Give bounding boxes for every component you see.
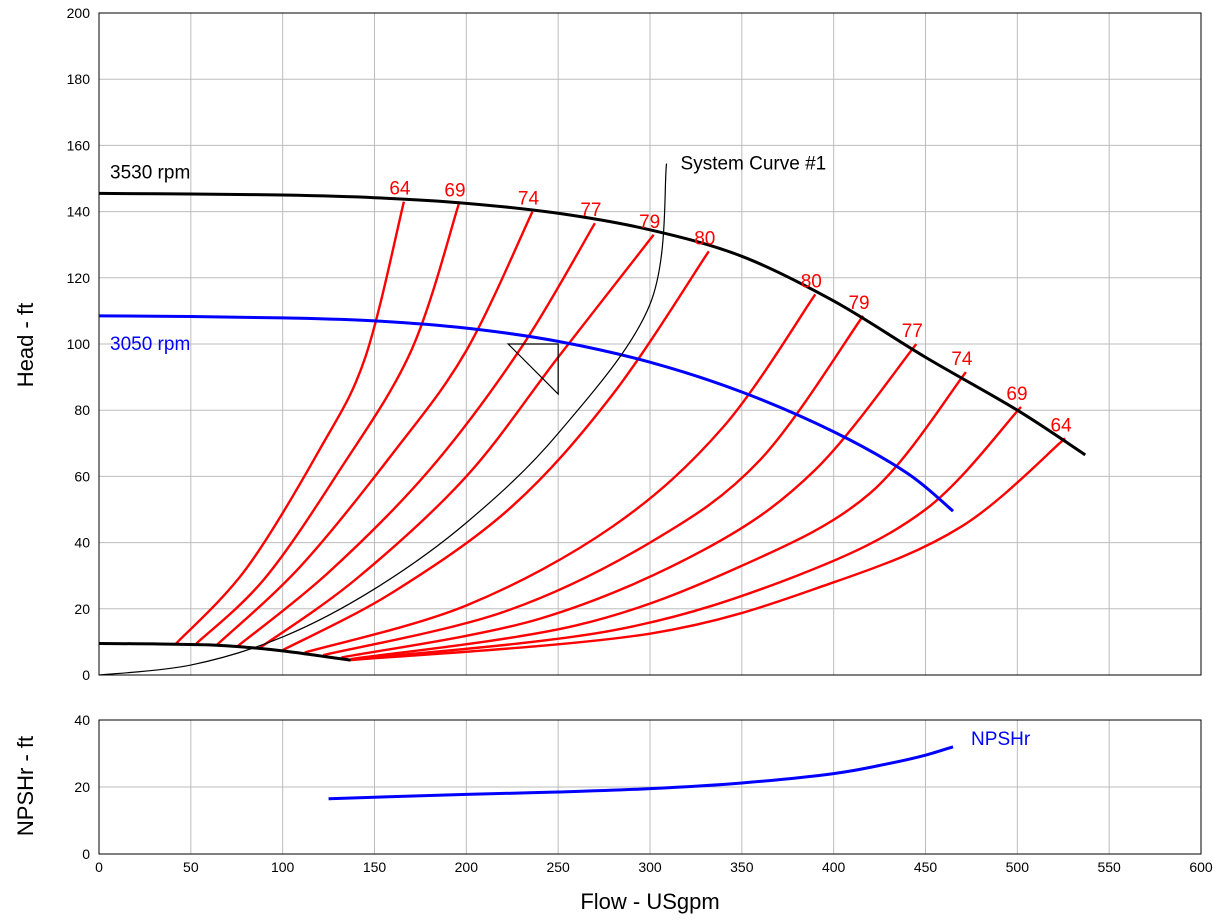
efficiency-contour-79 [322, 315, 865, 657]
label-system-curve: System Curve #1 [681, 154, 827, 175]
head-y-axis-title: Head - ft [13, 303, 38, 387]
x-tick-label: 500 [1006, 859, 1030, 875]
head-y-tick-label: 60 [74, 468, 90, 484]
efficiency-label: 80 [694, 228, 715, 249]
efficiency-contour-80 [282, 250, 710, 652]
efficiency-label: 69 [1006, 384, 1027, 405]
head-panel-curves [98, 163, 1087, 676]
efficiency-contour-69 [350, 406, 1022, 661]
series-0 [98, 191, 1087, 457]
efficiency-contour-74 [215, 211, 534, 647]
head-panel-grid [98, 12, 1202, 676]
x-tick-label: 150 [363, 859, 387, 875]
npsh-panel-grid [98, 719, 1202, 855]
head-y-tick-label: 100 [67, 336, 91, 352]
x-tick-label: 250 [546, 859, 570, 875]
x-tick-label: 550 [1097, 859, 1121, 875]
npsh-y-axis-title: NPSHr - ft [13, 736, 38, 836]
x-tick-label: 600 [1189, 859, 1213, 875]
head-y-tick-label: 180 [67, 71, 91, 87]
efficiency-label: 80 [801, 271, 822, 292]
series-2 [98, 163, 668, 676]
npsh-y-tick-label: 0 [82, 846, 90, 862]
head-y-tick-label: 120 [67, 270, 91, 286]
efficiency-contour-64 [350, 437, 1066, 662]
npsh-plot-frame [98, 719, 1202, 855]
label-npshr: NPSHr [971, 729, 1031, 750]
x-tick-label: 300 [638, 859, 662, 875]
head-y-tick-label: 20 [74, 601, 90, 617]
efficiency-contour-77 [235, 222, 596, 648]
efficiency-label: 79 [639, 212, 660, 233]
x-tick-label: 450 [914, 859, 938, 875]
head-y-tick-label: 80 [74, 402, 90, 418]
x-tick-label: 50 [183, 859, 199, 875]
head-y-tick-label: 140 [67, 204, 91, 220]
label-3050-rpm: 3050 rpm [110, 334, 190, 355]
label-3530-rpm: 3530 rpm [110, 162, 190, 183]
efficiency-label: 74 [951, 349, 973, 370]
x-tick-label: 350 [730, 859, 754, 875]
curve-labels: 64 69 74 77 79 80 80 79 77 74 69 64 3530 rpm 3050 rpm… [110, 154, 1072, 750]
operating-point-marker [506, 343, 559, 396]
head-y-tick-label: 0 [82, 667, 90, 683]
shutoff-curve [98, 642, 351, 662]
efficiency-label: 77 [580, 200, 601, 221]
efficiency-contour-74 [350, 371, 967, 661]
axis-tick-labels: 0 50 100 150 200 250 300 350 400 450 500 550 6000204… [67, 5, 1213, 875]
efficiency-contour-77 [341, 343, 918, 659]
head-y-tick-label: 160 [67, 137, 91, 153]
head-y-tick-label: 200 [67, 5, 91, 21]
efficiency-label: 69 [444, 180, 465, 201]
efficiency-label: 64 [1051, 415, 1073, 436]
efficiency-contour-79 [258, 234, 655, 650]
efficiency-label: 74 [518, 189, 540, 210]
x-tick-label: 0 [95, 859, 103, 875]
x-tick-label: 100 [271, 859, 295, 875]
series-1 [98, 314, 955, 513]
efficiency-contour-64 [175, 201, 406, 645]
efficiency-label: 77 [902, 321, 923, 342]
head-y-tick-label: 40 [74, 535, 90, 551]
efficiency-label: 64 [389, 179, 411, 200]
npsh-y-tick-label: 20 [74, 779, 90, 795]
efficiency-contour-80 [304, 293, 817, 654]
head-plot-frame [98, 12, 1202, 676]
efficiency-contour-69 [195, 202, 461, 645]
npsh-y-tick-label: 40 [74, 712, 90, 728]
x-tick-label: 400 [822, 859, 846, 875]
efficiency-label: 79 [848, 293, 869, 314]
npsh-panel-curves [328, 745, 954, 801]
npshr-curve [328, 745, 954, 801]
x-axis-title: Flow - USgpm [580, 889, 719, 914]
x-tick-label: 200 [455, 859, 479, 875]
